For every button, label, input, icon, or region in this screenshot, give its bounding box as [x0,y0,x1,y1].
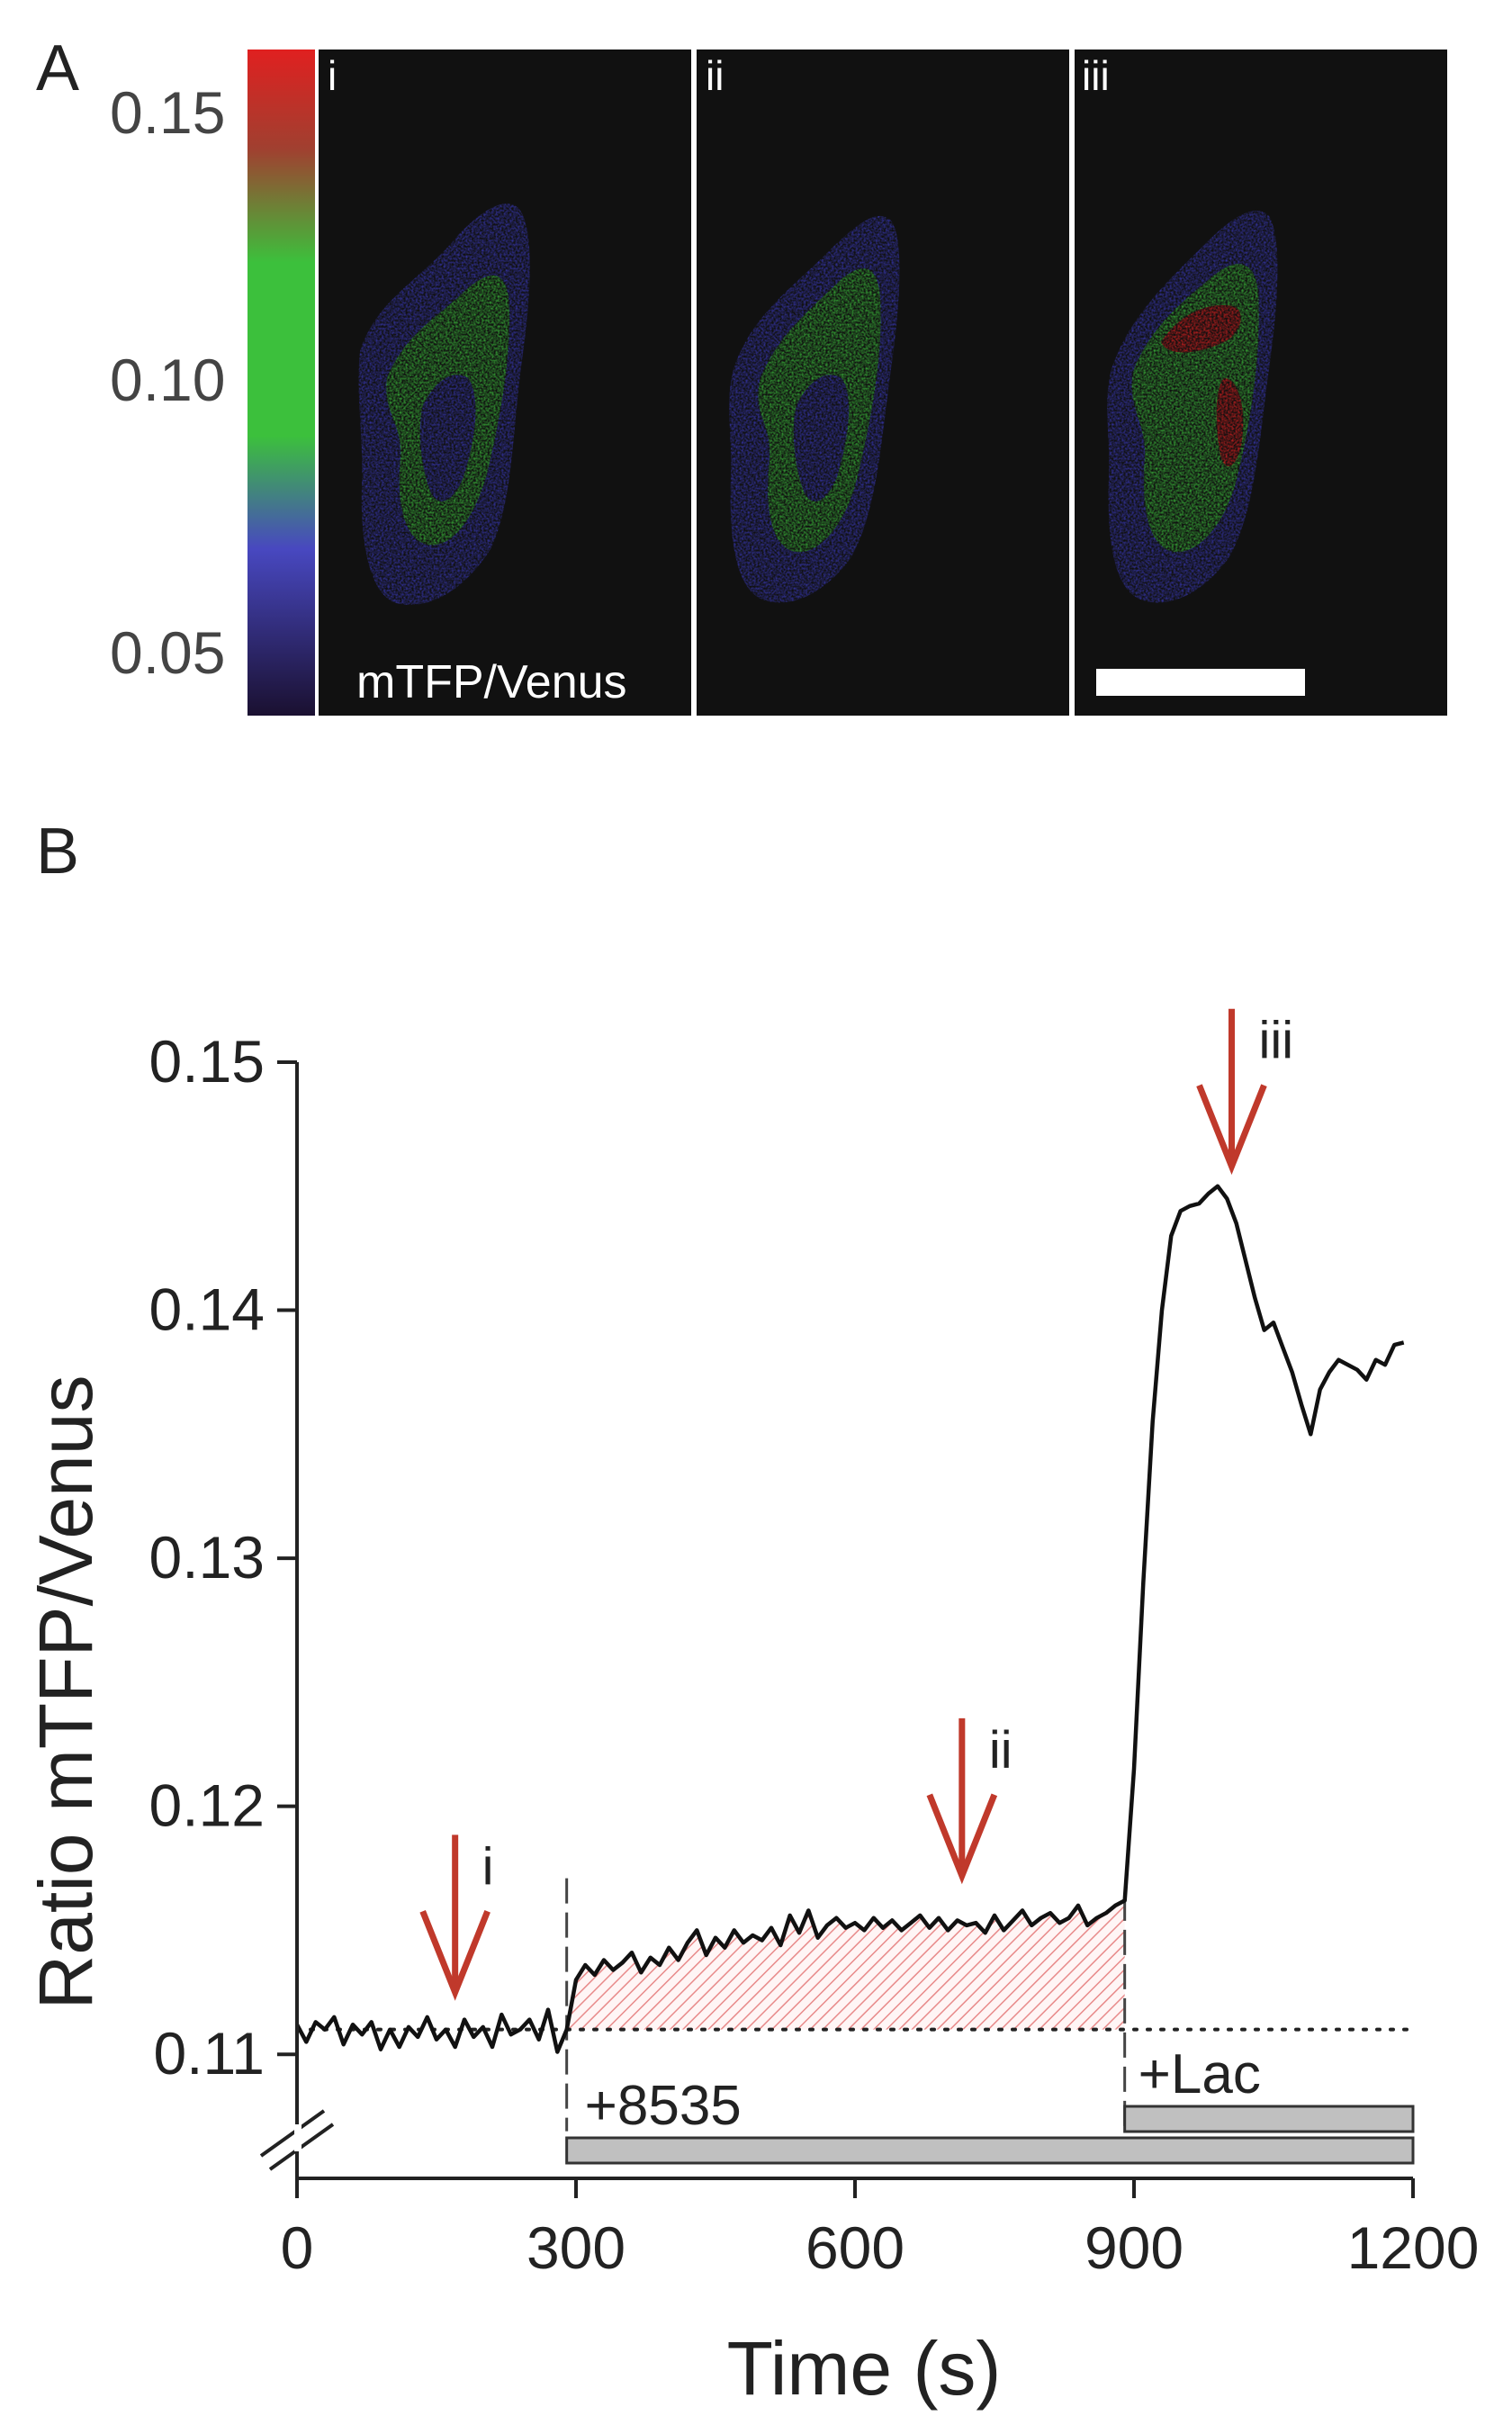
annotation-label-2: iii [1259,1012,1294,1070]
series-line [295,1184,1405,2054]
panel-b-letter: B [36,816,79,888]
x-tick-label: 1200 [1347,2214,1480,2281]
axis-break-mark-1 [259,2109,326,2158]
cell-image-ii: ii [697,50,1069,716]
treatment-bars: +8535 +Lac [565,2043,1415,2165]
colorbar [248,50,315,716]
annotation-arrowhead-1 [926,1793,998,1885]
x-tick-label: 900 [1084,2214,1184,2281]
cell-image-iii: iii [1075,50,1447,716]
panel-a-letter: A [36,32,79,104]
y-tick-label: 0.15 [149,1028,265,1095]
cell-image-i: i mTFP/Venus [319,50,691,716]
treatment-bar-1 [1123,2105,1415,2133]
chart-b: 0.11 0.12 0.13 0.14 0.15 0 300 600 900 1200 +853… [23,1008,1480,2411]
y-tick-label: 0.12 [149,1772,265,1839]
colorbar-tick-0.05: 0.05 [110,619,225,686]
y-tick-label: 0.11 [153,2020,265,2087]
annotation-label-0: i [482,1837,494,1896]
treatment-label-0: +8535 [585,2075,742,2137]
y-tick-label: 0.13 [149,1524,265,1591]
image-label-i: i [328,52,337,99]
colorbar-tick-labels: 0.15 0.10 0.05 [110,79,225,686]
x-ticks: 0 300 600 900 1200 [281,2178,1480,2281]
treatment-bar-0 [565,2136,1415,2165]
scale-bar [1096,669,1305,696]
channel-label: mTFP/Venus [356,656,627,708]
image-label-ii: ii [706,52,724,99]
annotation-arrowhead-2 [1196,1084,1267,1176]
y-ticks: 0.11 0.12 0.13 0.14 0.15 [149,1028,297,2087]
axis-break-gap [294,2124,302,2151]
x-axis-title: Time (s) [727,2326,1002,2411]
annotation-label-1: ii [989,1721,1012,1780]
cell-images: i mTFP/Venus ii iii [319,50,1447,716]
treatment-start-markers [565,1878,1127,2132]
colorbar-tick-0.10: 0.10 [110,347,225,413]
x-tick-label: 600 [806,2214,904,2281]
colorbar-tick-0.15: 0.15 [110,79,225,146]
x-tick-label: 300 [526,2214,626,2281]
y-axis-title: Ratio mTFP/Venus [23,1375,108,2010]
data-series [295,1184,1405,2054]
treatment-label-1: +Lac [1138,2043,1261,2105]
y-tick-label: 0.14 [149,1276,265,1343]
annotation-arrowhead-0 [419,1910,490,2001]
x-tick-label: 0 [281,2214,314,2281]
image-label-iii: iii [1082,52,1110,99]
